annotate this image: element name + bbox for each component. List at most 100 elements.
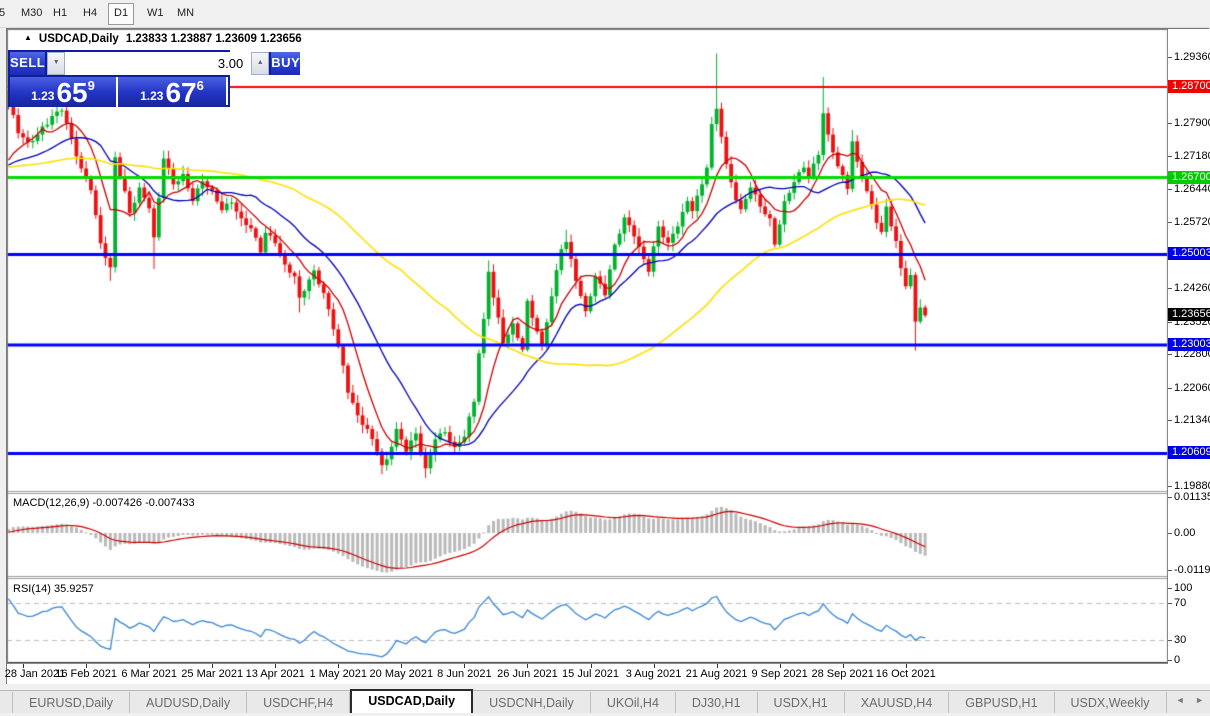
date-axis-tick (275, 664, 277, 668)
date-axis-label: 13 Apr 2021 (245, 668, 305, 680)
price-axis-label: 1.22800 (1174, 348, 1210, 361)
price-axis-badge: 1.26700 (1168, 170, 1210, 184)
price-axis[interactable]: 1.293601.286401.279001.271801.264401.257… (1168, 29, 1210, 666)
chart-canvas[interactable] (7, 29, 1168, 664)
rsi-axis-tick (1168, 603, 1172, 604)
timeframe-button-h4[interactable]: H4 (83, 7, 98, 19)
price-axis-tick (1168, 321, 1172, 323)
price-axis-tick (1168, 354, 1172, 356)
date-axis-tick (527, 664, 529, 668)
date-axis-label: 15 Jul 2021 (562, 668, 619, 680)
timeframe-button-m30[interactable]: M30 (21, 7, 43, 19)
macd-axis-tick (1168, 570, 1172, 571)
price-axis-label: 1.21340 (1174, 414, 1210, 427)
tab-scroll-arrows: ◄ ► (1168, 695, 1204, 705)
tab-scroll-left-button[interactable]: ◄ (1175, 695, 1185, 705)
date-axis-label: 28 Jan 2021 (4, 668, 66, 680)
volume-increase-icon[interactable]: ▲ (251, 52, 270, 75)
tab-usdx-h1[interactable]: USDX,H1 (758, 692, 845, 714)
date-axis-tick (464, 664, 466, 668)
tab-usdchf-h4[interactable]: USDCHF,H4 (247, 692, 351, 714)
window-bottom-edge (0, 684, 1210, 690)
ask-big-digits: 67 (165, 77, 197, 107)
tab-audusd-daily[interactable]: AUDUSD,Daily (130, 692, 248, 714)
price-axis-badge: 1.25003 (1168, 247, 1210, 261)
chart-tab-bar: EURUSD,Daily AUDUSD,Daily USDCHF,H4 USDCAD,… (0, 689, 1210, 715)
macd-axis-label: -0.011904 (1174, 564, 1210, 576)
price-axis-tick (1168, 123, 1172, 125)
tab-ukoil-h4[interactable]: UKOil,H4 (591, 692, 676, 714)
price-axis-label: 1.26440 (1174, 183, 1210, 196)
tab-scroll-right-button[interactable]: ► (1195, 695, 1204, 705)
price-axis-label: 1.27180 (1174, 149, 1210, 162)
date-axis-tick (86, 664, 88, 668)
date-axis-tick (842, 664, 844, 668)
macd-axis-tick (1168, 533, 1172, 534)
date-axis-tick (905, 664, 907, 668)
tab-gbpusd-h1[interactable]: GBPUSD,H1 (949, 692, 1055, 714)
timeframe-button-d1[interactable]: D1 (108, 3, 135, 25)
axis-corner (1168, 664, 1210, 684)
chart-title: USDCAD,Daily (38, 33, 119, 45)
volume-spinner: ▼ ▲ (47, 52, 270, 75)
price-axis-tick (1168, 57, 1172, 59)
date-axis-label: 16 Feb 2021 (55, 668, 117, 680)
price-axis-tick (1168, 486, 1172, 488)
price-axis-tick (1168, 189, 1172, 191)
sell-button[interactable]: SELL (10, 52, 48, 75)
rsi-axis-tick (1168, 640, 1172, 641)
price-axis-label: 1.19880 (1174, 480, 1210, 493)
date-axis-label: 26 Jun 2021 (497, 668, 558, 680)
chart-ohlc-values: 1.23833 1.23887 1.23609 1.23656 (125, 33, 302, 45)
macd-axis-tick (1168, 496, 1172, 498)
price-axis-label: 1.24260 (1174, 282, 1210, 295)
tab-usdcnh-daily[interactable]: USDCNH,Daily (473, 692, 591, 714)
rsi-axis-label: 100 (1174, 582, 1193, 594)
date-axis-label: 6 Mar 2021 (121, 668, 177, 680)
buy-button[interactable]: BUY (269, 52, 301, 75)
bid-pip-digit: 9 (87, 78, 95, 93)
date-axis-label: 1 May 2021 (309, 668, 368, 680)
price-axis-label: 1.27900 (1174, 117, 1210, 130)
rsi-axis-label: 70 (1174, 597, 1187, 609)
date-axis-tick (212, 664, 214, 668)
tab-eurusd-daily[interactable]: EURUSD,Daily (12, 692, 131, 714)
timeframe-button-mn[interactable]: MN (177, 7, 195, 19)
bid-prefix: 1.23 (31, 89, 55, 103)
date-axis-tick (590, 664, 592, 668)
rsi-axis-label: 30 (1174, 634, 1187, 646)
timeframe-button-h1[interactable]: H1 (53, 7, 68, 19)
date-axis[interactable]: 28 Jan 2021 16 Feb 2021 6 Mar 2021 25 Mar 2… (4, 664, 1168, 684)
timeframe-toolbar: 5 M30 H1 H4 D1 W1 MN (0, 0, 1210, 28)
price-axis-badge: 1.23656 (1168, 308, 1210, 322)
price-axis-badge: 1.20609 (1168, 446, 1210, 460)
price-axis-tick (1168, 288, 1172, 290)
bid-price-display[interactable]: 1.23 65 9 (10, 77, 118, 107)
tab-usdcad-daily[interactable]: USDCAD,Daily (350, 689, 474, 714)
date-axis-tick (23, 664, 25, 668)
volume-decrease-icon[interactable]: ▼ (47, 52, 66, 75)
collapse-panel-icon[interactable]: ▲ (24, 33, 32, 42)
date-axis-label: 28 Sep 2021 (811, 668, 874, 680)
price-axis-tick (1168, 221, 1172, 223)
price-axis-tick (1168, 420, 1172, 422)
ask-price-display[interactable]: 1.23 67 6 (118, 77, 226, 107)
price-axis-label: 1.25720 (1174, 215, 1210, 228)
date-axis-label: 8 Jun 2021 (437, 668, 492, 680)
tab-usdx-weekly[interactable]: USDX,Weekly (1055, 692, 1167, 714)
date-axis-tick (338, 664, 340, 668)
window-bottom-strip (0, 713, 1210, 716)
chart-header: ▲ USDCAD,Daily 1.23833 1.23887 1.23609 1.2… (24, 33, 302, 47)
timeframe-button-5[interactable]: 5 (0, 7, 6, 19)
price-axis-label: 1.29360 (1174, 51, 1210, 64)
date-axis-label: 3 Aug 2021 (625, 668, 682, 680)
volume-input[interactable] (65, 52, 252, 75)
macd-axis-label: 0.01135 (1174, 490, 1210, 503)
date-axis-label: 9 Sep 2021 (751, 668, 808, 680)
ask-prefix: 1.23 (140, 89, 164, 103)
tab-xauusd-h4[interactable]: XAUUSD,H4 (845, 692, 950, 714)
timeframe-button-w1[interactable]: W1 (147, 7, 164, 19)
tab-dj30-h1[interactable]: DJ30,H1 (676, 692, 758, 714)
